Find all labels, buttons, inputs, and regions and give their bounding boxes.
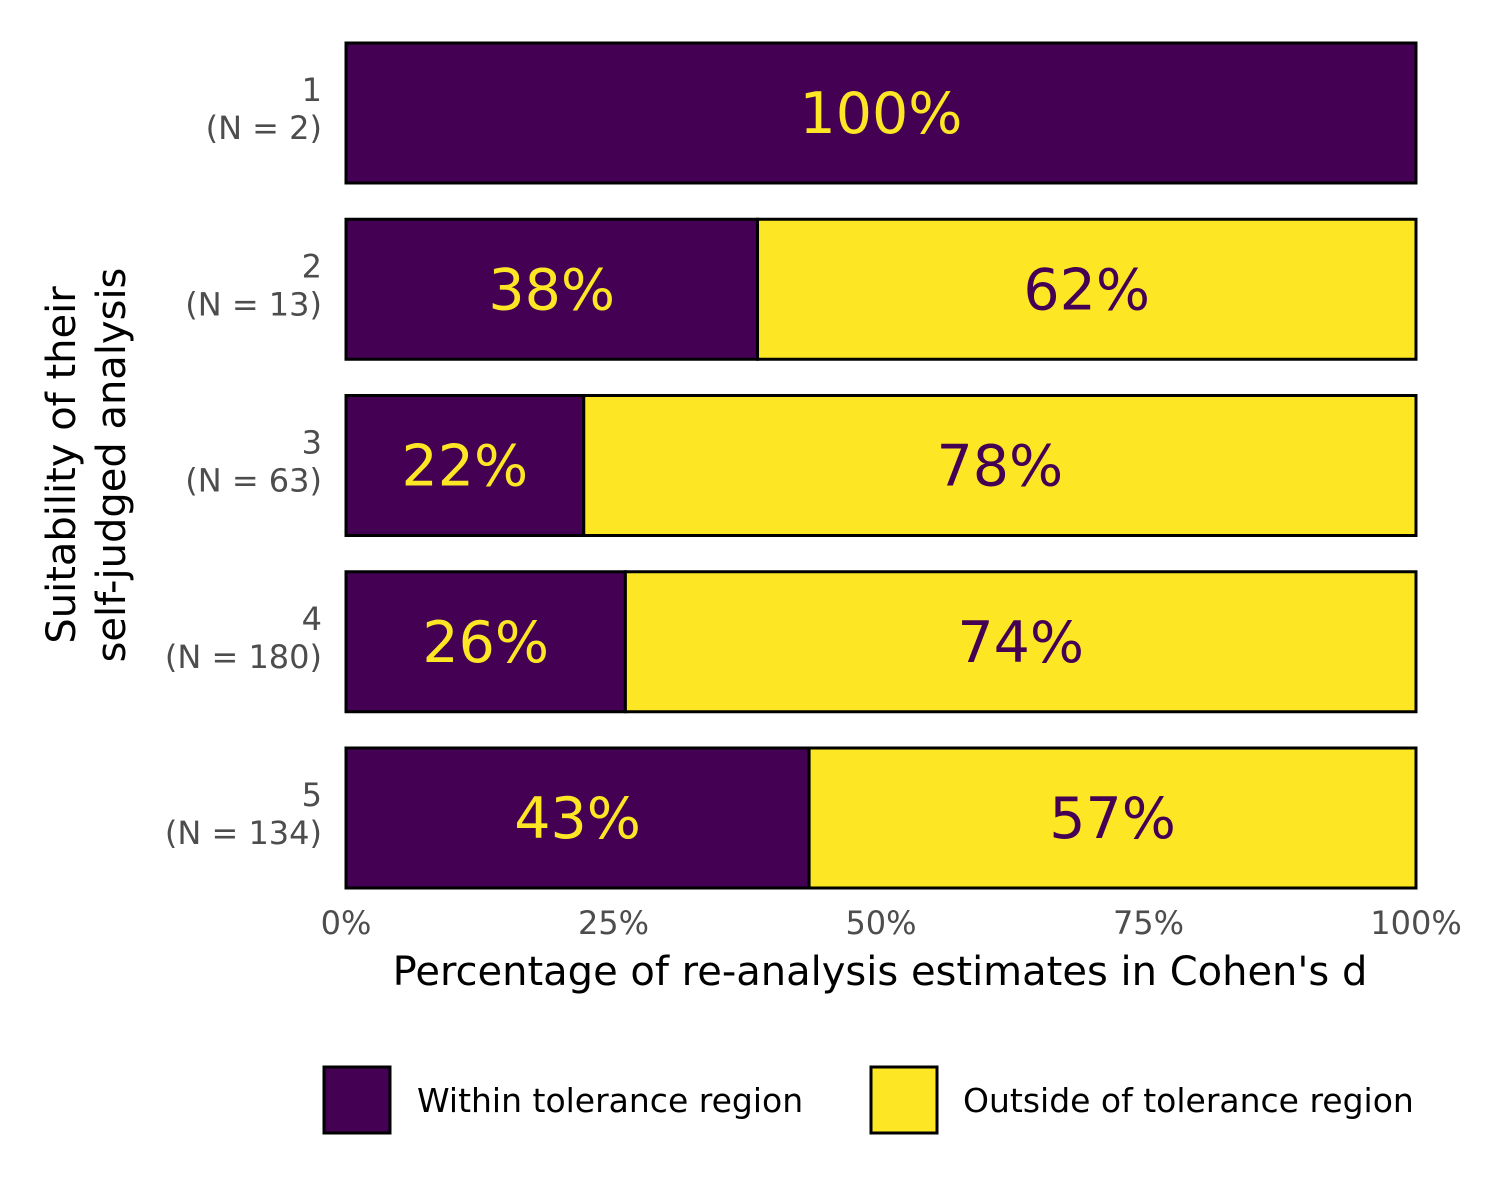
x-axis-title: Percentage of re-analysis estimates in C… [393, 949, 1368, 995]
y-axis-title: Suitability of their self-judged analysi… [39, 268, 135, 663]
data-label-outside-4: 74% [957, 610, 1084, 676]
data-label-within-2: 38% [488, 257, 615, 323]
y-tick-label-n-3: (N = 63) [185, 462, 322, 500]
legend-swatch-within [322, 1065, 392, 1135]
y-axis-title-line-1: Suitability of their [39, 286, 85, 644]
legend-item-outside: Outside of tolerance region [869, 1065, 1414, 1135]
bars-layer: 100% 38% 62% 22% 78% 26% 74% 43% 57% [344, 41, 1418, 890]
y-tick-label-level-1: 1 [302, 71, 322, 109]
bar-segment-outside-4 [623, 570, 1418, 714]
y-tick-label-level-3: 3 [302, 424, 322, 462]
data-label-outside-5: 57% [1049, 786, 1176, 852]
bar-segment-outside-5 [807, 746, 1418, 890]
legend-swatch-outside [869, 1065, 939, 1135]
x-tick-label-25: 25% [578, 904, 649, 942]
bar-segment-within-2 [344, 217, 760, 361]
bar-segment-outside-2 [756, 217, 1418, 361]
y-tick-label-level-4: 4 [302, 600, 322, 638]
y-tick-labels: 1(N = 2) 2(N = 13) 3(N = 63) 4(N = 180) 5(N … [165, 71, 322, 852]
y-axis-title-line-2: self-judged analysis [89, 268, 135, 663]
data-label-within-1: 100% [800, 81, 963, 147]
bar-segment-within-4 [344, 570, 627, 714]
x-tick-label-50: 50% [845, 904, 916, 942]
legend-item-within: Within tolerance region [322, 1065, 803, 1135]
y-tick-label-n-1: (N = 2) [206, 109, 322, 147]
bar-segment-outside-3 [582, 394, 1418, 537]
data-label-within-5: 43% [514, 786, 641, 852]
data-label-outside-3: 78% [937, 434, 1064, 500]
legend-label-outside: Outside of tolerance region [963, 1081, 1414, 1120]
y-tick-label-n-2: (N = 13) [185, 285, 322, 323]
x-tick-label-75: 75% [1113, 904, 1184, 942]
bar-segment-within-5 [344, 746, 811, 890]
data-label-within-4: 26% [422, 610, 549, 676]
legend: Within tolerance region Outside of toler… [322, 1065, 1414, 1135]
x-tick-label-0: 0% [321, 904, 372, 942]
bar-segment-within-1 [344, 41, 1418, 185]
x-tick-label-100: 100% [1370, 904, 1461, 942]
y-tick-label-level-5: 5 [302, 776, 322, 814]
legend-label-within: Within tolerance region [417, 1081, 803, 1120]
data-label-outside-2: 62% [1023, 257, 1150, 323]
x-tick-labels: 0% 25% 50% 75% 100% [321, 904, 1462, 942]
y-tick-label-n-4: (N = 180) [165, 638, 322, 676]
y-tick-label-level-2: 2 [302, 247, 322, 285]
data-label-within-3: 22% [402, 434, 529, 500]
y-tick-label-n-5: (N = 134) [165, 814, 322, 852]
